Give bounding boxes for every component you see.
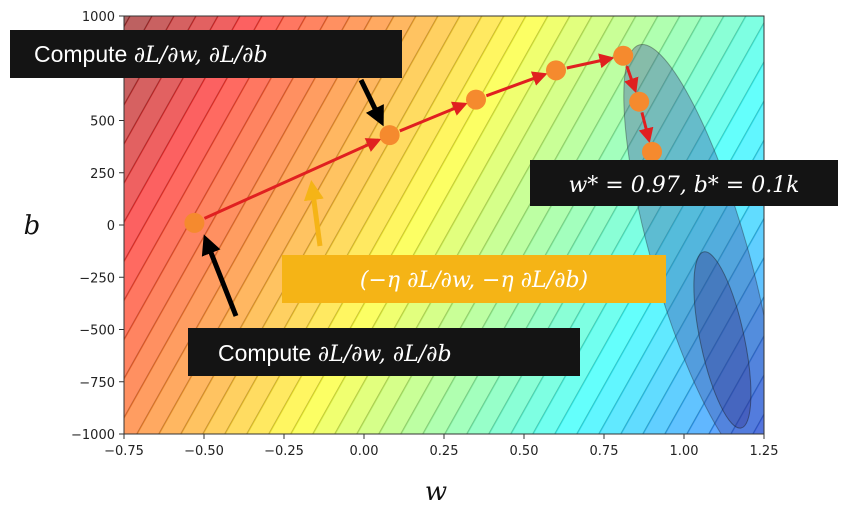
contour-band xyxy=(642,217,764,434)
descent-point xyxy=(184,212,205,233)
x-axis: −0.75 −0.50 −0.25 0.00 0.25 0.50 0.75 1.00 1.25 xyxy=(104,434,778,459)
annotation-update-rule: (−η ∂L/∂w, −η ∂L/∂b) xyxy=(282,255,666,303)
y-tick-label: 0 xyxy=(107,219,115,234)
pointer-arrow-bottom xyxy=(201,234,239,317)
contour-band xyxy=(554,60,764,434)
descent-point xyxy=(379,125,400,146)
annotation-compute-top: Compute ∂L/∂w, ∂L/∂b xyxy=(10,30,402,78)
x-tick-label: 1.00 xyxy=(670,444,699,459)
annotation-compute-bottom: Compute ∂L/∂w, ∂L/∂b xyxy=(188,328,580,376)
contour-band xyxy=(818,0,853,474)
annotation-compute-top-math: ∂L/∂w, ∂L/∂b xyxy=(134,43,268,68)
y-tick-label: −250 xyxy=(79,271,115,286)
x-tick-label: −0.75 xyxy=(104,444,144,459)
y-axis-title: b xyxy=(24,211,41,241)
x-tick-label: 0.75 xyxy=(590,444,619,459)
y-tick-label: −750 xyxy=(79,376,115,391)
descent-step-arrow xyxy=(485,71,548,98)
annotation-optimum-text: w* = 0.97, b* = 0.1k xyxy=(568,173,799,198)
descent-step-arrow xyxy=(638,111,654,144)
contour-band xyxy=(124,16,373,434)
descent-point xyxy=(642,141,662,162)
annotation-update-rule-text: (−η ∂L/∂w, −η ∂L/∂b) xyxy=(360,268,588,293)
pointer-arrow-top xyxy=(358,78,384,127)
descent-step-arrow xyxy=(203,138,382,220)
svg-text:Compute ∂L/∂w, ∂L/∂b: Compute ∂L/∂w, ∂L/∂b xyxy=(34,41,268,68)
contour-band xyxy=(752,0,853,474)
y-tick-label: 500 xyxy=(90,115,115,130)
contour-band xyxy=(620,177,764,434)
contour-band xyxy=(840,0,853,474)
x-axis-title: w xyxy=(425,477,447,507)
contour-band xyxy=(708,334,764,434)
x-tick-label: 0.00 xyxy=(350,444,379,459)
pointer-arrow-update xyxy=(303,180,324,247)
descent-point xyxy=(629,91,650,112)
y-axis: 10007505002500−250−500−750−1000 xyxy=(71,10,124,443)
contour-band xyxy=(796,0,853,474)
contour-minimum xyxy=(693,251,752,429)
x-tick-label: 0.25 xyxy=(430,444,459,459)
contour-band xyxy=(686,295,764,434)
y-tick-label: −1000 xyxy=(71,428,115,443)
x-tick-label: −0.50 xyxy=(184,444,224,459)
contour-band xyxy=(664,256,764,434)
x-tick-label: −0.25 xyxy=(264,444,304,459)
descent-step-arrow xyxy=(399,101,468,133)
svg-text:Compute ∂L/∂w, ∂L/∂b: Compute ∂L/∂w, ∂L/∂b xyxy=(218,340,452,367)
contour-band xyxy=(532,21,764,434)
descent-point xyxy=(546,60,566,81)
y-tick-label: 1000 xyxy=(82,10,115,25)
contour-band xyxy=(752,412,764,434)
contour-band xyxy=(598,138,764,434)
annotation-compute-bottom-math: ∂L/∂w, ∂L/∂b xyxy=(318,342,452,367)
y-tick-label: −500 xyxy=(79,324,115,339)
x-tick-label: 1.25 xyxy=(750,444,779,459)
annotation-compute-top-prefix: Compute xyxy=(34,41,134,67)
y-tick-label: 250 xyxy=(90,167,115,182)
descent-point xyxy=(466,89,486,110)
descent-step-arrow xyxy=(566,53,615,70)
annotation-compute-bottom-prefix: Compute xyxy=(218,340,318,366)
contour-band xyxy=(774,0,853,474)
contour-band xyxy=(730,373,764,434)
descent-path xyxy=(184,45,662,233)
annotation-optimum: w* = 0.97, b* = 0.1k xyxy=(530,160,838,206)
descent-step-arrow xyxy=(624,65,639,94)
x-tick-label: 0.50 xyxy=(510,444,539,459)
descent-point xyxy=(613,45,634,66)
